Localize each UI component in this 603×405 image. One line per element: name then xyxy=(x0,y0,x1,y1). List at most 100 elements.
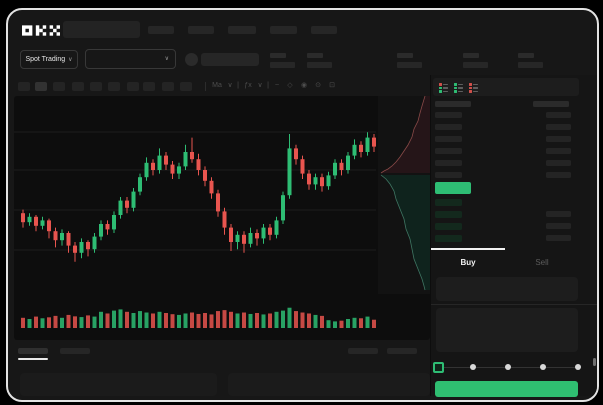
bottom-action-skeleton[interactable] xyxy=(348,348,378,354)
book-all-icon[interactable] xyxy=(438,82,450,93)
timeframe-button[interactable] xyxy=(72,82,84,91)
ask-row-amount xyxy=(546,124,571,130)
chevron-down-icon[interactable]: ∨ xyxy=(257,82,263,89)
chevron-down-icon: ∨ xyxy=(68,56,73,63)
ticker-stat-skeleton xyxy=(463,53,488,68)
slider-step-dot[interactable] xyxy=(505,364,511,370)
color-square xyxy=(469,86,472,89)
stat-value-skeleton xyxy=(397,62,422,68)
camera-icon[interactable]: ◉ xyxy=(300,82,308,89)
line-square xyxy=(458,90,463,92)
toolbar-divider xyxy=(205,82,206,91)
bottom-tab-active[interactable] xyxy=(18,348,48,354)
candlestick-chart xyxy=(14,95,430,328)
ask-row-price[interactable] xyxy=(435,124,462,130)
timeframe-button[interactable] xyxy=(53,82,65,91)
nav-item-skeleton[interactable] xyxy=(228,26,256,34)
slider-step-dot[interactable] xyxy=(470,364,476,370)
color-square xyxy=(454,90,457,93)
ask-row-price[interactable] xyxy=(435,136,462,142)
book-bids-icon[interactable] xyxy=(453,82,465,93)
timeframe-button[interactable] xyxy=(35,82,47,91)
price-input[interactable] xyxy=(436,277,578,301)
tab-buy[interactable]: Buy xyxy=(431,248,505,274)
line-square xyxy=(443,90,448,92)
timeframe-button[interactable] xyxy=(108,82,120,91)
stat-value-skeleton xyxy=(270,62,295,68)
chevron-down-icon[interactable]: ∨ xyxy=(227,82,233,89)
app-window: Spot Trading ∨ ∨ Ma ∨ | ƒx ∨ | ~ ◇ ◉ ⊙ ⊡ Buy Sell xyxy=(6,8,599,402)
order-book-panel: Buy Sell xyxy=(430,75,597,397)
ma-indicator-icon[interactable]: Ma xyxy=(212,82,222,89)
toggle-row xyxy=(469,90,479,93)
market-type-selector[interactable]: Spot Trading ∨ xyxy=(20,50,78,69)
divider: | xyxy=(267,82,269,89)
slider-step-dot[interactable] xyxy=(540,364,546,370)
market-type-label: Spot Trading xyxy=(25,56,66,63)
ticker-stat-skeleton xyxy=(397,53,422,68)
tab-sell[interactable]: Sell xyxy=(535,257,549,267)
line-square xyxy=(443,83,448,85)
toggle-row xyxy=(469,86,479,89)
fullscreen-icon[interactable]: ⊡ xyxy=(329,82,335,89)
bid-row-amount xyxy=(546,211,571,217)
line-square xyxy=(443,87,448,89)
fx-indicator-icon[interactable]: ƒx xyxy=(244,82,252,89)
color-square xyxy=(439,86,442,89)
timeframe-button[interactable] xyxy=(162,82,174,91)
ask-row-price[interactable] xyxy=(435,160,462,166)
bottom-tab[interactable] xyxy=(60,348,90,354)
line-square xyxy=(473,90,478,92)
nav-item-skeleton[interactable] xyxy=(188,26,214,34)
stat-label-skeleton xyxy=(397,53,413,58)
draw-icon[interactable]: ◇ xyxy=(287,82,293,89)
scrollbar-thumb[interactable] xyxy=(593,358,596,366)
bid-row-price[interactable] xyxy=(435,235,462,242)
bid-row-price[interactable] xyxy=(435,223,462,230)
price-chart[interactable] xyxy=(14,95,430,340)
token-icon xyxy=(185,53,198,66)
ask-row-price[interactable] xyxy=(435,172,462,178)
timeframe-button[interactable] xyxy=(127,82,139,91)
amount-slider[interactable] xyxy=(431,361,585,375)
wave-icon[interactable]: ~ xyxy=(274,82,280,89)
timeframe-button[interactable] xyxy=(90,82,102,91)
ob-header-price xyxy=(435,101,471,107)
bid-row-price[interactable] xyxy=(435,199,462,206)
toggle-row xyxy=(439,83,449,86)
ask-row-amount xyxy=(546,136,571,142)
pair-selector[interactable]: ∨ xyxy=(85,49,176,69)
stat-value-skeleton xyxy=(518,62,543,68)
bid-row-price[interactable] xyxy=(435,211,462,218)
ask-row-amount xyxy=(546,148,571,154)
slider-handle[interactable] xyxy=(433,362,444,373)
toggle-row xyxy=(469,83,479,86)
ticker-stat-skeleton xyxy=(270,53,295,68)
timeframe-button[interactable] xyxy=(18,82,30,91)
book-asks-icon[interactable] xyxy=(468,82,480,93)
nav-item-skeleton[interactable] xyxy=(148,26,174,34)
divider xyxy=(431,304,597,305)
buy-button[interactable] xyxy=(435,381,578,397)
nav-item-skeleton[interactable] xyxy=(311,26,337,34)
mid-price-bar[interactable] xyxy=(435,182,471,194)
color-square xyxy=(439,83,442,86)
slider-step-dot[interactable] xyxy=(575,364,581,370)
order-book-toolbar xyxy=(433,78,579,96)
timeframe-button[interactable] xyxy=(180,82,192,91)
amount-input[interactable] xyxy=(436,308,578,352)
toggle-row xyxy=(454,90,464,93)
ticker-stat-skeleton xyxy=(307,53,332,68)
okx-logo-icon xyxy=(22,25,60,36)
ask-row-price[interactable] xyxy=(435,148,462,154)
stat-label-skeleton xyxy=(307,53,323,58)
clock-icon[interactable]: ⊙ xyxy=(315,82,321,89)
search-input[interactable] xyxy=(63,21,140,38)
line-square xyxy=(473,87,478,89)
stat-value-skeleton xyxy=(307,62,332,68)
timeframe-button[interactable] xyxy=(143,82,155,91)
nav-item-skeleton[interactable] xyxy=(270,26,297,34)
ask-row-price[interactable] xyxy=(435,112,462,118)
bottom-action-skeleton[interactable] xyxy=(387,348,417,354)
toggle-row xyxy=(439,86,449,89)
